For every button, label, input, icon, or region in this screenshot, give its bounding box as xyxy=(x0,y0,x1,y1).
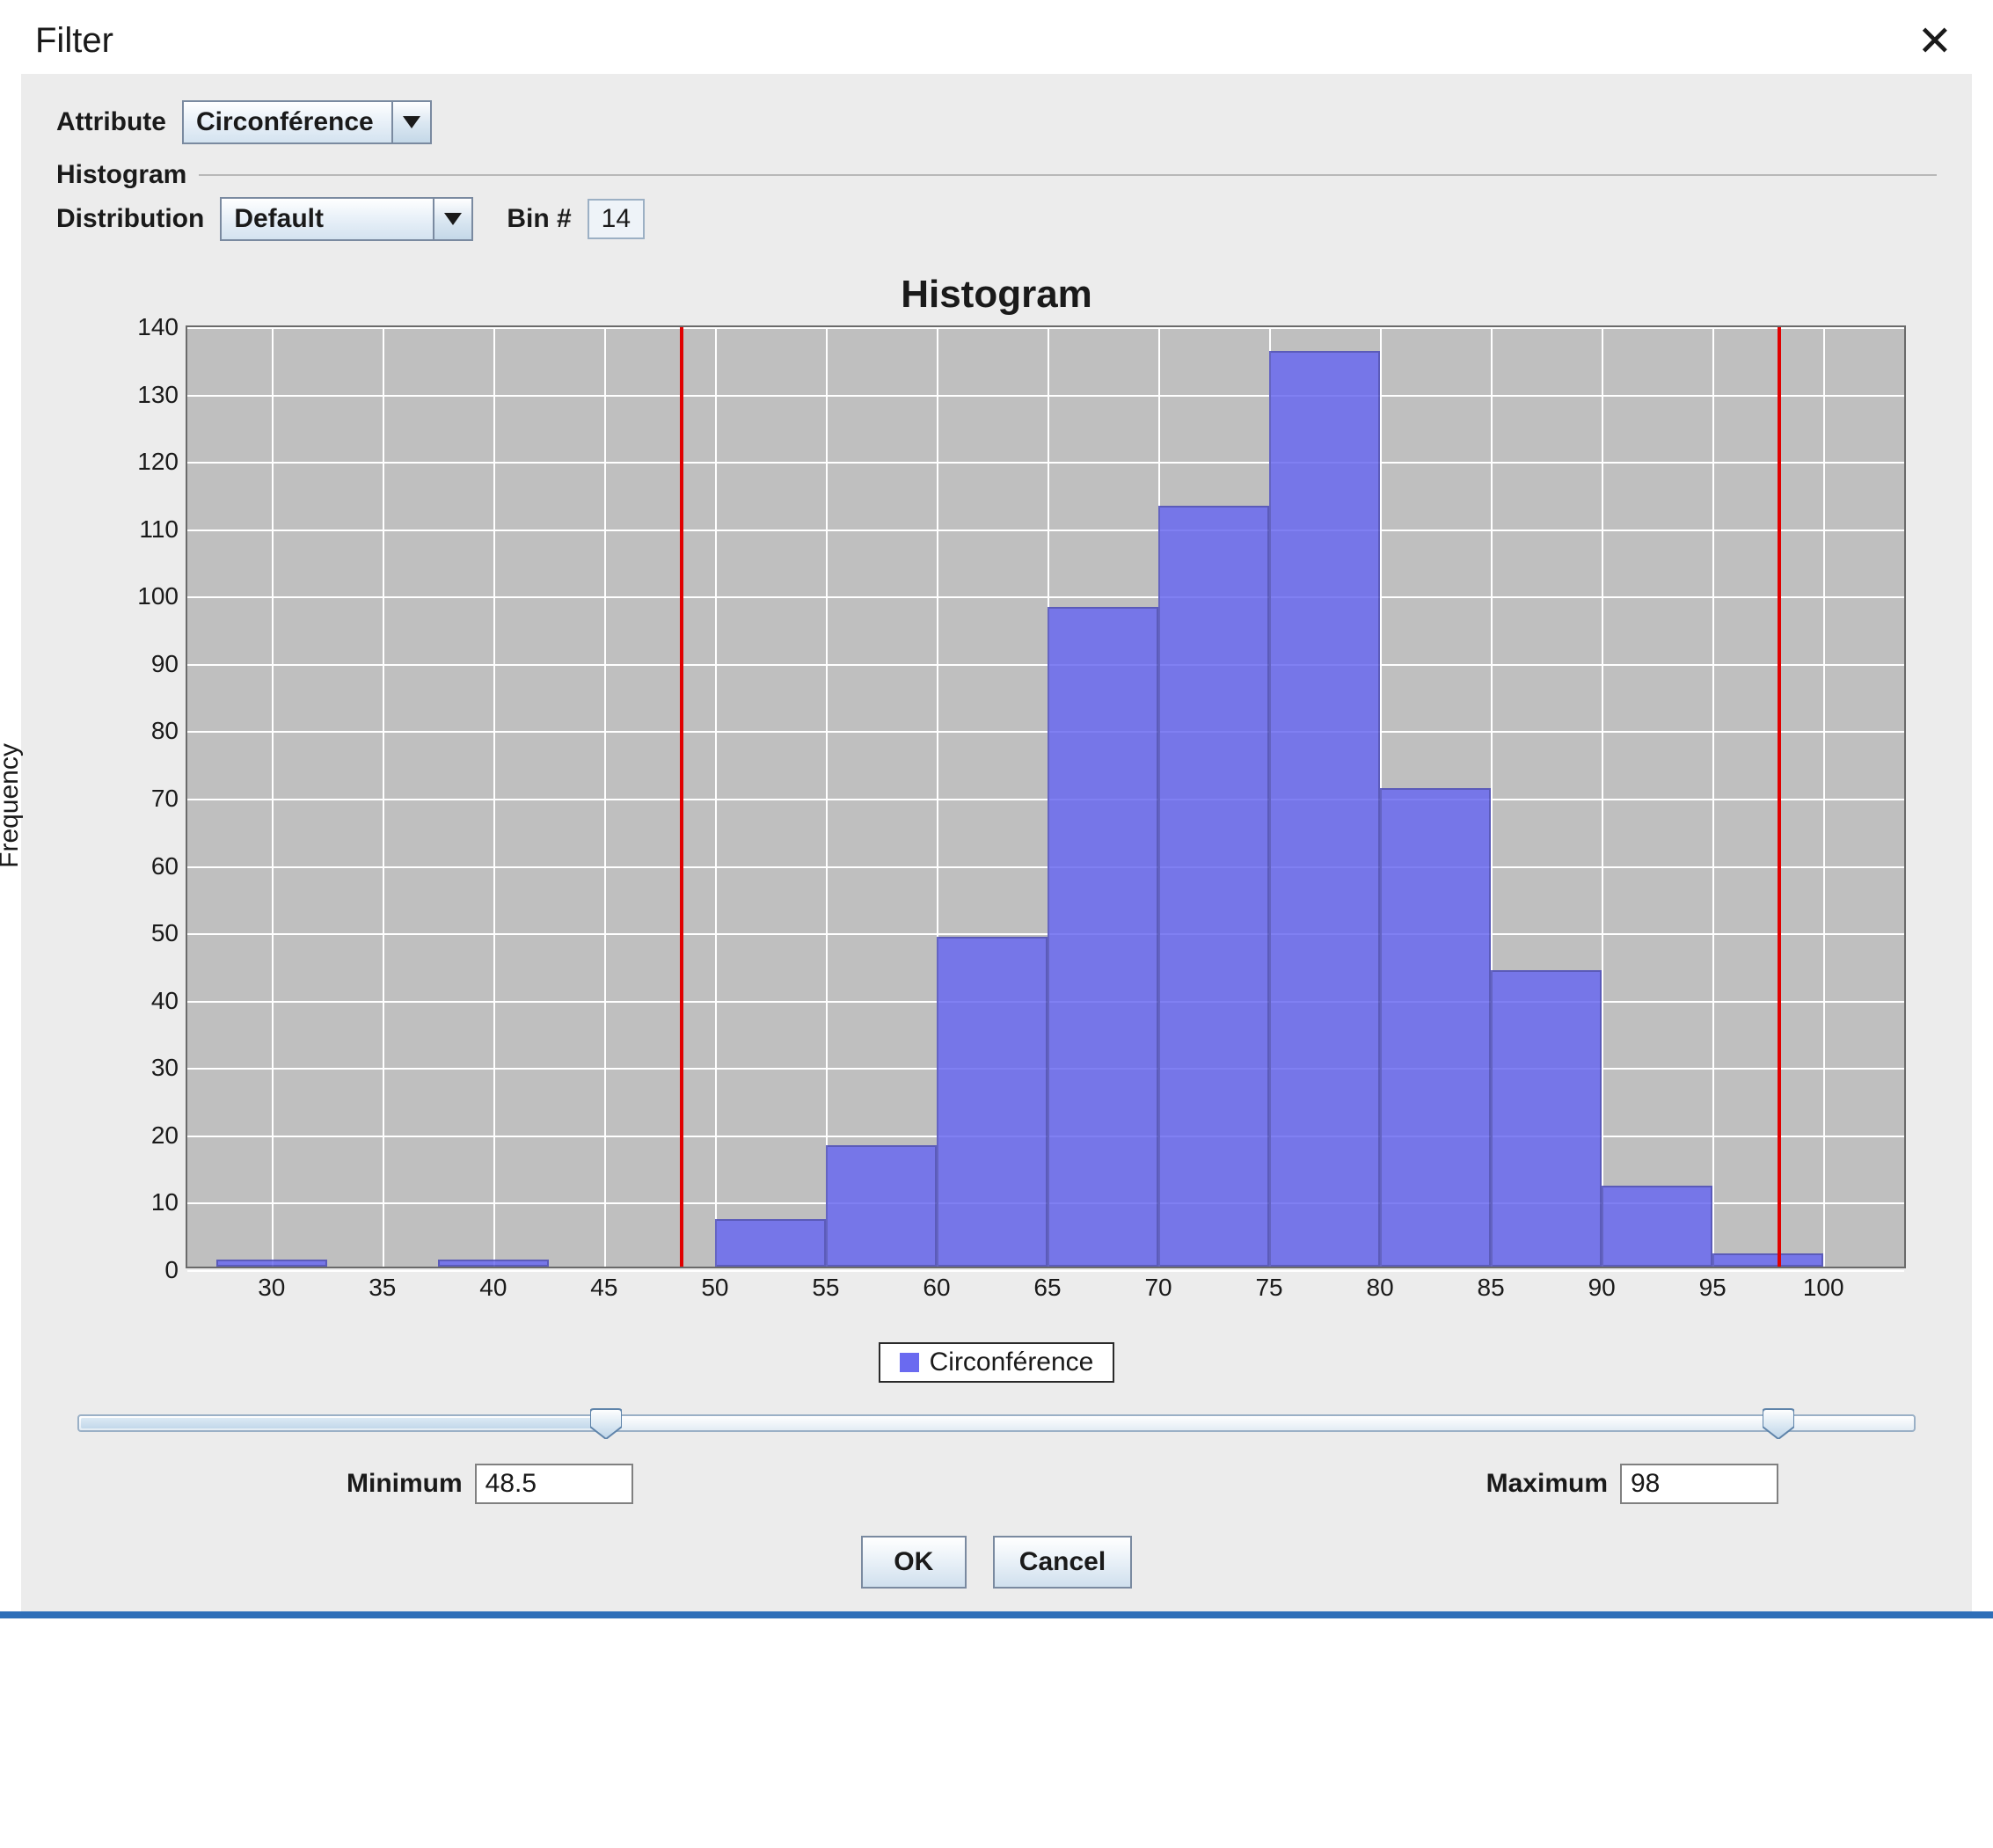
x-tick-label: 65 xyxy=(1033,1274,1061,1302)
y-tick-label: 40 xyxy=(151,987,179,1015)
ok-button[interactable]: OK xyxy=(861,1536,967,1589)
slider-track xyxy=(77,1414,1916,1432)
histogram-bar xyxy=(438,1260,549,1267)
attribute-select[interactable]: Circonférence xyxy=(182,100,432,144)
x-tick-label: 55 xyxy=(812,1274,839,1302)
chevron-down-icon xyxy=(433,199,471,239)
maximum-input[interactable]: 98 xyxy=(1620,1464,1778,1504)
histogram-bar xyxy=(1602,1186,1712,1267)
x-tick-label: 100 xyxy=(1803,1274,1844,1302)
legend-swatch-icon xyxy=(900,1353,919,1372)
y-tick-label: 110 xyxy=(139,515,179,544)
slider-handle-max[interactable] xyxy=(1763,1407,1794,1439)
minimum-input[interactable]: 48.5 xyxy=(475,1464,633,1504)
cancel-button[interactable]: Cancel xyxy=(993,1536,1132,1589)
legend-label: Circonférence xyxy=(930,1348,1094,1377)
y-tick-label: 70 xyxy=(151,785,179,813)
y-tick-label: 140 xyxy=(137,313,179,341)
histogram-bar xyxy=(1491,970,1602,1267)
y-tick-label: 130 xyxy=(137,381,179,409)
minmax-row: Minimum 48.5 Maximum 98 xyxy=(21,1443,1972,1511)
minimum-label: Minimum xyxy=(347,1469,463,1499)
chart-title: Histogram xyxy=(21,273,1972,317)
histogram-section-label: Histogram xyxy=(56,160,186,190)
histogram-bar xyxy=(216,1260,327,1267)
attribute-select-value: Circonférence xyxy=(184,102,391,142)
bin-count-value: 14 xyxy=(602,204,631,234)
y-tick-label: 60 xyxy=(151,852,179,880)
slider-handle-min[interactable] xyxy=(590,1407,622,1439)
chart-legend: Circonférence xyxy=(879,1342,1115,1383)
range-marker-line xyxy=(680,327,683,1267)
histogram-bar xyxy=(1380,788,1491,1267)
y-tick-label: 50 xyxy=(151,919,179,947)
histogram-section-header: Histogram xyxy=(21,157,1972,190)
y-tick-label: 10 xyxy=(151,1188,179,1216)
y-tick-label: 30 xyxy=(151,1054,179,1082)
footer-accent xyxy=(0,1611,1993,1618)
range-slider[interactable] xyxy=(77,1404,1916,1443)
y-tick-label: 0 xyxy=(164,1256,179,1284)
close-icon[interactable]: ✕ xyxy=(1909,21,1961,63)
histogram-bar xyxy=(1712,1253,1823,1267)
histogram-bar xyxy=(715,1219,826,1267)
x-tick-label: 35 xyxy=(369,1274,396,1302)
x-tick-label: 75 xyxy=(1255,1274,1282,1302)
x-tick-label: 70 xyxy=(1144,1274,1172,1302)
histogram-plot: 0102030405060708090100110120130140303540… xyxy=(186,325,1906,1268)
y-tick-label: 90 xyxy=(151,650,179,678)
y-tick-label: 120 xyxy=(137,448,179,476)
maximum-value: 98 xyxy=(1631,1469,1660,1499)
y-tick-label: 100 xyxy=(137,582,179,610)
chart-container: Frequency 010203040506070809010011012013… xyxy=(34,325,1959,1330)
x-tick-label: 40 xyxy=(479,1274,507,1302)
distribution-label: Distribution xyxy=(56,204,204,234)
x-tick-label: 50 xyxy=(701,1274,728,1302)
attribute-label: Attribute xyxy=(56,107,166,137)
chevron-down-icon xyxy=(391,102,430,142)
titlebar: Filter ✕ xyxy=(0,0,1993,74)
y-axis-label: Frequency xyxy=(0,743,25,868)
x-tick-label: 85 xyxy=(1478,1274,1505,1302)
y-tick-label: 20 xyxy=(151,1121,179,1150)
maximum-label: Maximum xyxy=(1486,1469,1608,1499)
range-marker-line xyxy=(1778,327,1781,1267)
dialog-title: Filter xyxy=(35,21,113,61)
minimum-value: 48.5 xyxy=(485,1469,537,1499)
histogram-bar xyxy=(826,1145,937,1267)
bin-count-input[interactable]: 14 xyxy=(588,199,645,239)
x-tick-label: 95 xyxy=(1699,1274,1727,1302)
x-tick-label: 80 xyxy=(1367,1274,1394,1302)
divider xyxy=(199,174,1937,176)
histogram-bar xyxy=(1158,506,1269,1267)
histogram-bar xyxy=(1048,607,1158,1267)
histogram-bar xyxy=(1269,351,1380,1267)
x-tick-label: 60 xyxy=(923,1274,950,1302)
bin-count-label: Bin # xyxy=(507,204,571,234)
x-tick-label: 45 xyxy=(590,1274,617,1302)
dialog-body: Attribute Circonférence Histogram Distri… xyxy=(21,74,1972,1611)
distribution-select[interactable]: Default xyxy=(220,197,473,241)
x-tick-label: 30 xyxy=(258,1274,285,1302)
distribution-select-value: Default xyxy=(222,199,433,239)
filter-dialog: Filter ✕ Attribute Circonférence Histogr… xyxy=(0,0,1993,1618)
y-tick-label: 80 xyxy=(151,717,179,745)
histogram-bar xyxy=(937,937,1048,1267)
dialog-buttons: OK Cancel xyxy=(21,1511,1972,1611)
x-tick-label: 90 xyxy=(1588,1274,1616,1302)
slider-track-fill xyxy=(81,1418,608,1428)
